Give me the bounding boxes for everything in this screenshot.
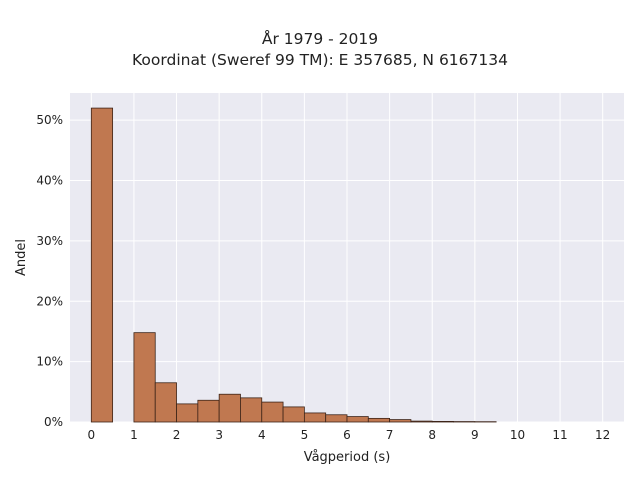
- histogram-bar: [154, 382, 177, 423]
- x-tick-label: 4: [258, 428, 266, 442]
- histogram-bar: [325, 414, 348, 423]
- x-tick-label: 11: [552, 428, 567, 442]
- histogram-bar: [410, 420, 433, 423]
- y-tick-label: 10%: [36, 355, 63, 369]
- histogram-bar: [218, 393, 241, 423]
- y-tick-label: 20%: [36, 294, 63, 308]
- x-tick-label: 12: [595, 428, 610, 442]
- gridlines: [70, 93, 624, 423]
- y-axis-label: Andel: [14, 239, 29, 276]
- histogram-bar: [240, 397, 263, 423]
- histogram-bar: [367, 417, 391, 423]
- histogram-bar: [389, 419, 412, 423]
- histogram-bar: [261, 401, 284, 423]
- x-tick-label: 3: [215, 428, 223, 442]
- bars: [90, 107, 497, 423]
- x-tick-label: 7: [386, 428, 394, 442]
- histogram-bar: [133, 332, 156, 423]
- histogram-bar: [197, 399, 220, 423]
- x-tick-label: 0: [87, 428, 95, 442]
- histogram-bar: [90, 107, 114, 423]
- histogram-bar: [282, 406, 305, 423]
- histogram-bar: [431, 420, 454, 423]
- histogram-bar: [303, 412, 327, 423]
- histogram-bar: [176, 403, 199, 423]
- y-tick-label: 50%: [36, 113, 63, 127]
- y-tick-label: 40%: [36, 174, 63, 188]
- y-tick-label: 0%: [44, 415, 63, 429]
- y-axis-ticks: 0% 10% 20% 30% 40% 50%: [36, 113, 63, 429]
- chart-title-line-1: År 1979 - 2019: [261, 30, 379, 48]
- x-axis-label: Vågperiod (s): [304, 450, 391, 465]
- x-axis-ticks: 0 1 2 3 4 5 6 7 8 9 10 11 12: [87, 428, 610, 442]
- x-tick-label: 8: [428, 428, 436, 442]
- x-tick-label: 5: [301, 428, 309, 442]
- histogram-bar: [346, 416, 369, 423]
- x-tick-label: 6: [343, 428, 351, 442]
- x-tick-label: 9: [471, 428, 479, 442]
- x-tick-label: 2: [173, 428, 181, 442]
- y-tick-label: 30%: [36, 234, 63, 248]
- x-tick-label: 10: [510, 428, 525, 442]
- chart-title-line-2: Koordinat (Sweref 99 TM): E 357685, N 61…: [132, 51, 508, 69]
- x-tick-label: 1: [130, 428, 138, 442]
